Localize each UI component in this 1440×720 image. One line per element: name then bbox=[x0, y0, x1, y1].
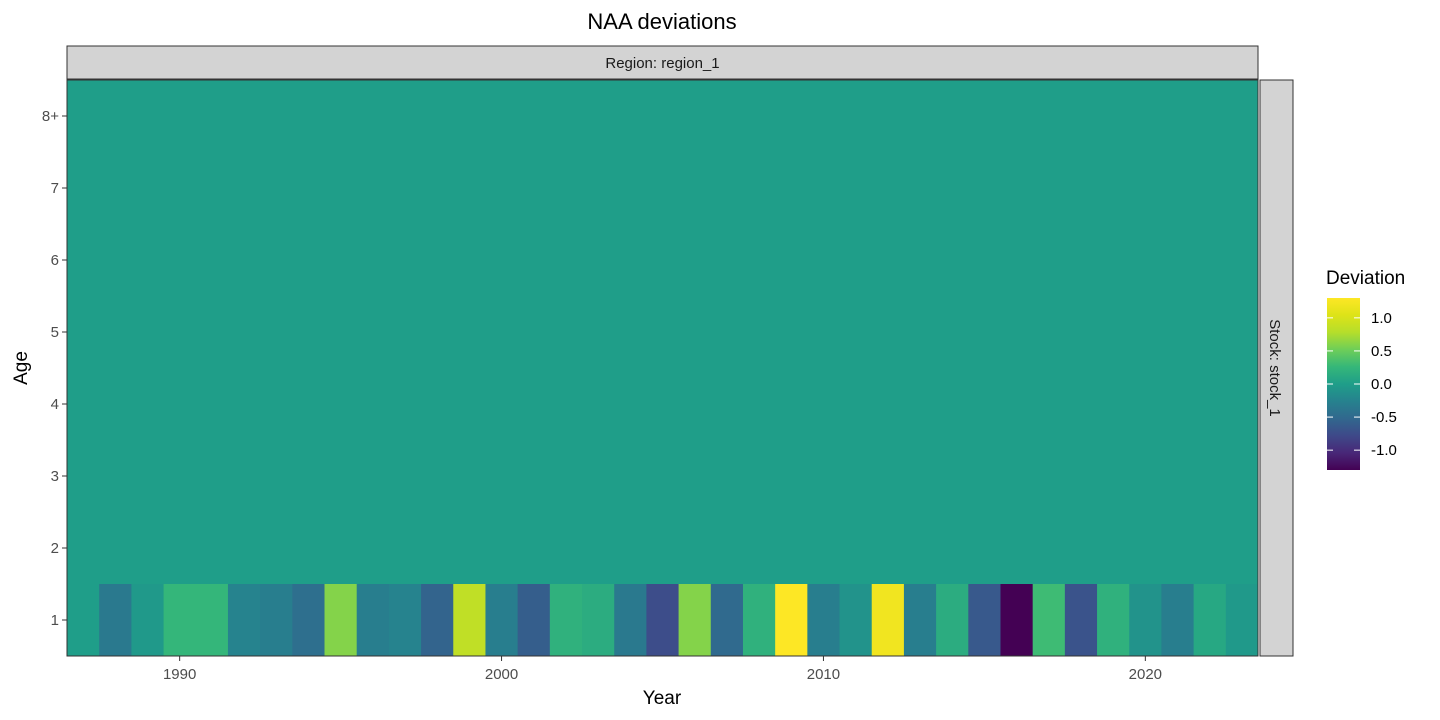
heatmap-cell-age1-1987 bbox=[67, 584, 100, 656]
heatmap-cell-age1-2022 bbox=[1193, 584, 1227, 656]
chart-title: NAA deviations bbox=[587, 9, 736, 34]
heatmap-cell-age1-2014 bbox=[936, 584, 969, 656]
x-tick-label: 2010 bbox=[807, 666, 840, 683]
y-tick-label: 1 bbox=[51, 612, 59, 629]
legend-ticks: 1.0 0.5 0.0 -0.5 -1.0 bbox=[1327, 310, 1397, 459]
heatmap-cells bbox=[67, 80, 1259, 656]
heatmap-cell-age1-2003 bbox=[582, 584, 615, 656]
x-tick-label: 1990 bbox=[163, 666, 196, 683]
heatmap-cell-age1-1993 bbox=[260, 584, 293, 656]
x-axis: 1990 2000 2010 2020 bbox=[163, 656, 1162, 683]
heatmap-cell-age1-2023 bbox=[1225, 584, 1259, 656]
heatmap-cell-age1-2002 bbox=[549, 584, 583, 656]
heatmap-cell-age1-2011 bbox=[839, 584, 873, 656]
legend-tick-label: -0.5 bbox=[1371, 409, 1397, 426]
heatmap-cell-age1-2015 bbox=[968, 584, 1001, 656]
heatmap-cell-age1-1992 bbox=[227, 584, 261, 656]
heatmap-cell-age1-2018 bbox=[1064, 584, 1098, 656]
x-tick-label: 2020 bbox=[1129, 666, 1162, 683]
y-tick-label: 8+ bbox=[42, 108, 59, 125]
y-tick-label: 4 bbox=[51, 396, 59, 413]
heatmap-cell-age1-2019 bbox=[1097, 584, 1130, 656]
legend-title: Deviation bbox=[1326, 268, 1405, 289]
facet-strip-region-label: Region: region_1 bbox=[605, 55, 719, 72]
x-tick-label: 2000 bbox=[485, 666, 518, 683]
y-tick-label: 5 bbox=[51, 324, 59, 341]
heatmap-cell-age1-2009 bbox=[775, 584, 808, 656]
facet-strip-region bbox=[66, 45, 1259, 80]
panel-border bbox=[66, 79, 1259, 657]
y-tick-label: 6 bbox=[51, 252, 59, 269]
heatmap-cell-age1-2007 bbox=[710, 584, 744, 656]
legend-tick-label: 1.0 bbox=[1371, 310, 1392, 327]
heatmap-cell-age1-2017 bbox=[1032, 584, 1066, 656]
x-axis-title: Year bbox=[643, 688, 682, 709]
y-tick-label: 7 bbox=[51, 180, 59, 197]
heatmap-cell-age1-1995 bbox=[324, 584, 358, 656]
y-axis-title: Age bbox=[11, 351, 32, 385]
heatmap-cell-age1-1996 bbox=[356, 584, 390, 656]
heatmap-cell-age1-1991 bbox=[195, 584, 229, 656]
heatmap-cell-age1-2001 bbox=[517, 584, 551, 656]
heatmap-cell-age1-2008 bbox=[742, 584, 776, 656]
heatmap-cell-age1-1997 bbox=[388, 584, 422, 656]
y-axis: 1 2 3 4 5 6 7 8+ bbox=[42, 108, 67, 629]
y-tick-label: 2 bbox=[51, 540, 59, 557]
heatmap-cell-age1-1994 bbox=[292, 584, 326, 656]
heatmap-cell-age1-2021 bbox=[1161, 584, 1195, 656]
heatmap-cell-age1-1998 bbox=[421, 584, 454, 656]
legend-tick-label: -1.0 bbox=[1371, 442, 1397, 459]
heatmap-cell-age1-1990 bbox=[163, 584, 197, 656]
heatmap-cell-age1-2016 bbox=[1000, 584, 1034, 656]
heatmap-cell-age1-1988 bbox=[99, 584, 132, 656]
heatmap-cell-age1-2000 bbox=[485, 584, 519, 656]
heatmap-cell-age1-2013 bbox=[903, 584, 937, 656]
legend-tick-label: 0.5 bbox=[1371, 343, 1392, 360]
y-tick-label: 3 bbox=[51, 468, 59, 485]
heatmap-cell-age1-2010 bbox=[807, 584, 841, 656]
legend-tick-label: 0.0 bbox=[1371, 376, 1392, 393]
facet-strip-stock-label: Stock: stock_1 bbox=[1266, 319, 1283, 417]
heatmap-cell-age1-2006 bbox=[678, 584, 712, 656]
heatmap-cell-age1-2020 bbox=[1129, 584, 1162, 656]
legend: Deviation 1.0 0.5 0.0 -0.5 -1.0 bbox=[1326, 268, 1405, 470]
heatmap-cell-age1-2005 bbox=[646, 584, 680, 656]
heatmap-cells-age-2-to-8plus bbox=[67, 80, 1258, 584]
heatmap-cell-age1-2004 bbox=[614, 584, 647, 656]
heatmap-cell-age1-1989 bbox=[131, 584, 165, 656]
facet-strip-stock bbox=[1259, 79, 1294, 657]
heatmap-cell-age1-1999 bbox=[453, 584, 486, 656]
heatmap-cell-age1-2012 bbox=[871, 584, 905, 656]
